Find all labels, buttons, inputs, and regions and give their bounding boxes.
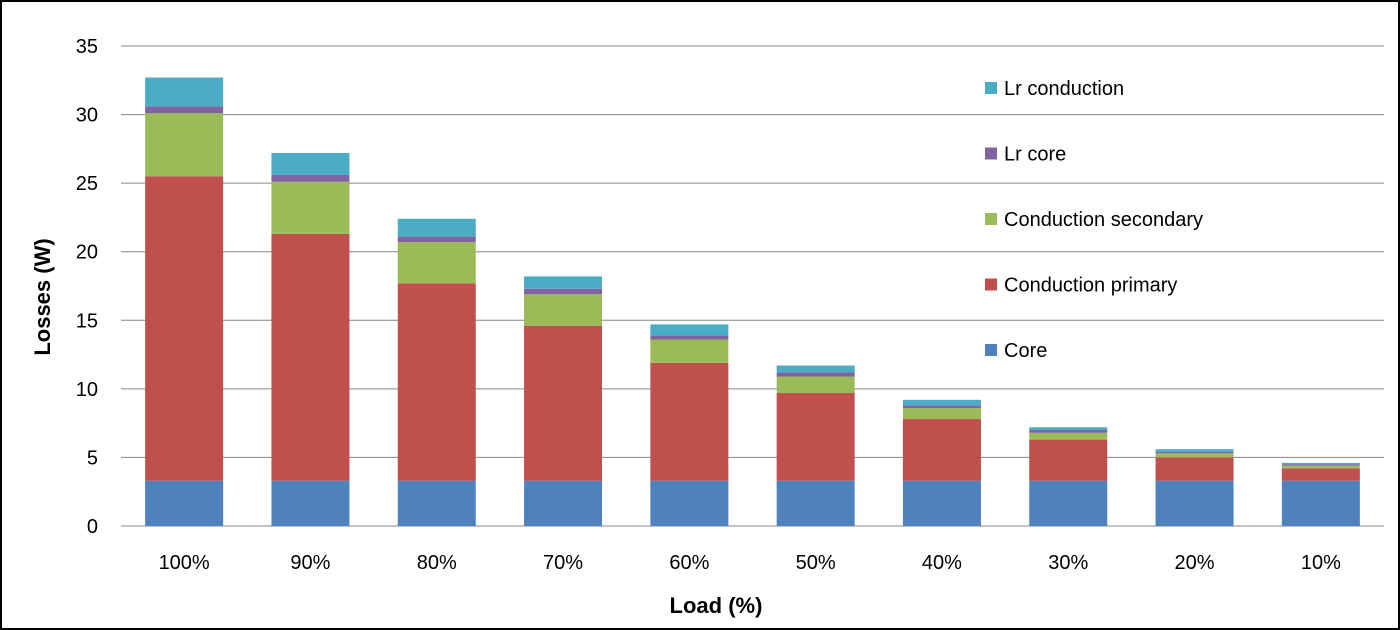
y-tick-labels: 0 5 10 15 20 25 30 35 (76, 36, 98, 538)
x-tick-label: 20% (1175, 552, 1215, 574)
bars (145, 77, 1360, 526)
bar-segment (650, 480, 729, 526)
y-tick-label: 20 (76, 242, 98, 264)
bar-segment (1281, 464, 1360, 466)
legend-label: Lr conduction (1004, 78, 1124, 100)
legend-label: Lr core (1004, 144, 1066, 166)
bar-segment (1029, 432, 1108, 440)
bar-segment (776, 376, 855, 393)
x-tick-label: 50% (796, 552, 836, 574)
bar-segment (902, 405, 981, 409)
bar-segment (1155, 449, 1234, 452)
y-tick-label: 5 (87, 447, 98, 469)
x-tick-label: 70% (543, 552, 583, 574)
y-tick-label: 25 (76, 173, 98, 195)
bar-segment (650, 339, 729, 363)
bar-segment (1029, 480, 1108, 526)
legend-swatch (985, 147, 997, 160)
bar-segment (1155, 457, 1234, 481)
y-tick-label: 35 (76, 36, 98, 58)
bar-segment (397, 236, 476, 243)
x-tick-label: 40% (922, 552, 962, 574)
y-tick-label: 10 (76, 379, 98, 401)
bar-segment (650, 335, 729, 340)
legend: Lr conduction Lr core Conduction secondary… (985, 78, 1203, 362)
x-tick-label: 60% (669, 552, 709, 574)
bar-segment (902, 408, 981, 420)
bar-segment (650, 324, 729, 336)
legend-swatch (985, 82, 997, 94)
legend-swatch (985, 213, 997, 225)
bar-segment (145, 77, 224, 107)
bar-segment (776, 392, 855, 481)
bar-segment (271, 152, 350, 175)
x-tick-label: 10% (1301, 552, 1341, 574)
bar-segment (397, 242, 476, 284)
bar-segment (271, 480, 350, 526)
bar-segment (524, 480, 603, 526)
bar-segment (902, 480, 981, 526)
bar-segment (145, 176, 224, 481)
bar-segment (524, 325, 603, 481)
x-tick-label: 100% (159, 552, 210, 574)
legend-swatch (985, 344, 997, 356)
bar-segment (902, 419, 981, 481)
bar-segment (1029, 439, 1108, 481)
y-tick-label: 30 (76, 105, 98, 127)
legend-label: Core (1004, 340, 1047, 362)
y-tick-label: 0 (87, 516, 98, 538)
bar-segment (271, 174, 350, 182)
bar-segment (524, 294, 603, 326)
legend-label: Conduction primary (1004, 275, 1177, 297)
bar-segment (524, 276, 603, 289)
bar-segment (1155, 480, 1234, 526)
bar-segment (776, 372, 855, 377)
bar-segment (776, 365, 855, 373)
bar-segment (145, 113, 224, 177)
bar-segment (902, 399, 981, 406)
x-tick-labels: 100% 90% 80% 70% 60% 50% 40% 30% 20% 10% (159, 552, 1342, 574)
x-axis-title: Load (%) (670, 593, 763, 618)
bar-segment (776, 480, 855, 526)
bar-segment (397, 480, 476, 526)
bar-segment (145, 480, 224, 526)
bar-segment (397, 218, 476, 237)
bar-segment (1155, 451, 1234, 454)
bar-segment (271, 233, 350, 481)
y-axis-title: Losses (W) (30, 238, 55, 355)
bar-segment (650, 362, 729, 481)
legend-swatch (985, 278, 997, 291)
bar-segment (1281, 465, 1360, 469)
bar-segment (271, 181, 350, 234)
bar-segment (1155, 453, 1234, 458)
x-tick-label: 30% (1048, 552, 1088, 574)
bar-segment (524, 288, 603, 295)
x-tick-label: 80% (417, 552, 457, 574)
x-tick-label: 90% (290, 552, 330, 574)
bar-segment (1281, 468, 1360, 481)
y-tick-label: 15 (76, 310, 98, 332)
bar-segment (1281, 462, 1360, 465)
bar-segment (397, 283, 476, 481)
bar-segment (145, 106, 224, 114)
bar-segment (1029, 427, 1108, 430)
bar-segment (1281, 480, 1360, 526)
bar-segment (1029, 430, 1108, 433)
legend-label: Conduction secondary (1004, 209, 1203, 231)
